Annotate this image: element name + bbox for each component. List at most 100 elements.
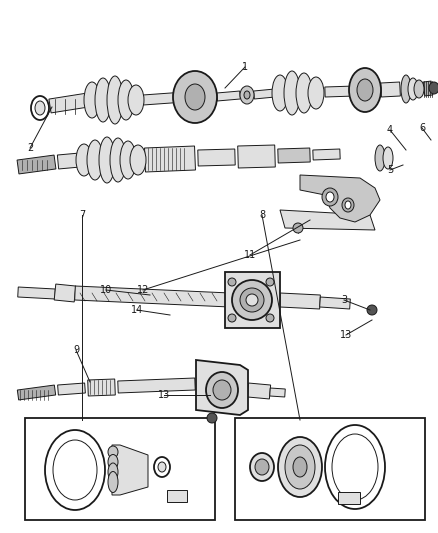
Ellipse shape	[45, 430, 105, 510]
Text: 14: 14	[131, 305, 143, 315]
Ellipse shape	[278, 437, 322, 497]
Ellipse shape	[401, 75, 411, 103]
Ellipse shape	[108, 446, 118, 458]
Ellipse shape	[99, 137, 115, 183]
Polygon shape	[18, 287, 55, 299]
Ellipse shape	[108, 455, 118, 470]
Ellipse shape	[95, 78, 111, 122]
Ellipse shape	[342, 198, 354, 212]
Ellipse shape	[240, 288, 264, 312]
Ellipse shape	[120, 141, 136, 179]
Ellipse shape	[35, 101, 45, 115]
Ellipse shape	[173, 71, 217, 123]
Polygon shape	[54, 284, 76, 302]
Text: 13: 13	[340, 330, 352, 340]
Ellipse shape	[296, 73, 312, 113]
Ellipse shape	[349, 68, 381, 112]
Ellipse shape	[207, 413, 217, 423]
Ellipse shape	[158, 462, 166, 472]
Polygon shape	[118, 378, 195, 393]
Ellipse shape	[84, 82, 100, 118]
Text: 5: 5	[387, 165, 393, 175]
Bar	[225, 272, 280, 328]
Polygon shape	[58, 383, 85, 395]
Text: 7: 7	[79, 210, 85, 220]
Ellipse shape	[154, 457, 170, 477]
Polygon shape	[217, 91, 240, 101]
Ellipse shape	[272, 75, 288, 111]
Ellipse shape	[367, 305, 377, 315]
Ellipse shape	[108, 472, 118, 492]
Ellipse shape	[345, 201, 351, 209]
Ellipse shape	[213, 380, 231, 400]
Polygon shape	[88, 379, 115, 396]
Text: 11: 11	[244, 250, 256, 260]
Ellipse shape	[293, 457, 307, 477]
Polygon shape	[75, 286, 230, 307]
Ellipse shape	[325, 425, 385, 509]
Text: 13: 13	[158, 390, 170, 400]
Ellipse shape	[284, 71, 300, 115]
Polygon shape	[325, 86, 355, 97]
Ellipse shape	[250, 453, 274, 481]
Polygon shape	[254, 89, 276, 99]
Ellipse shape	[244, 91, 250, 99]
Ellipse shape	[255, 459, 269, 475]
Bar	[167, 490, 187, 502]
Ellipse shape	[322, 188, 338, 206]
Polygon shape	[57, 153, 81, 169]
Polygon shape	[198, 149, 235, 166]
Ellipse shape	[87, 140, 103, 180]
Polygon shape	[278, 148, 310, 163]
Ellipse shape	[332, 434, 378, 500]
Ellipse shape	[232, 280, 272, 320]
Text: 1: 1	[242, 62, 248, 72]
Ellipse shape	[246, 294, 258, 306]
Polygon shape	[112, 445, 148, 495]
Ellipse shape	[308, 77, 324, 109]
Text: 2: 2	[27, 143, 33, 153]
Ellipse shape	[128, 85, 144, 115]
Ellipse shape	[118, 80, 134, 120]
Ellipse shape	[429, 82, 438, 94]
Ellipse shape	[408, 78, 418, 100]
Ellipse shape	[185, 84, 205, 110]
Polygon shape	[247, 383, 271, 399]
Ellipse shape	[266, 278, 274, 286]
Text: 12: 12	[137, 285, 149, 295]
Polygon shape	[196, 360, 248, 415]
Ellipse shape	[414, 80, 424, 98]
Ellipse shape	[108, 463, 118, 481]
Bar	[235, 418, 425, 520]
Polygon shape	[300, 175, 380, 222]
Text: 10: 10	[100, 285, 112, 295]
Ellipse shape	[31, 96, 49, 120]
Ellipse shape	[375, 145, 385, 171]
Ellipse shape	[326, 192, 334, 202]
Ellipse shape	[383, 147, 393, 169]
Text: 9: 9	[73, 345, 79, 355]
Ellipse shape	[240, 86, 254, 104]
Polygon shape	[279, 293, 320, 309]
Text: 4: 4	[387, 125, 393, 135]
Ellipse shape	[228, 278, 236, 286]
Ellipse shape	[107, 76, 123, 124]
Ellipse shape	[130, 145, 146, 175]
Polygon shape	[238, 145, 276, 168]
Ellipse shape	[53, 440, 97, 500]
Text: 3: 3	[341, 295, 347, 305]
Polygon shape	[313, 149, 340, 160]
Ellipse shape	[266, 314, 274, 322]
Ellipse shape	[228, 314, 236, 322]
Text: 8: 8	[259, 210, 265, 220]
Polygon shape	[270, 388, 285, 397]
Polygon shape	[280, 210, 375, 230]
Polygon shape	[423, 81, 433, 96]
Polygon shape	[381, 82, 400, 97]
Ellipse shape	[76, 144, 92, 176]
Ellipse shape	[357, 79, 373, 101]
Ellipse shape	[206, 372, 238, 408]
Polygon shape	[320, 297, 350, 309]
Ellipse shape	[293, 223, 303, 233]
Ellipse shape	[285, 445, 315, 489]
